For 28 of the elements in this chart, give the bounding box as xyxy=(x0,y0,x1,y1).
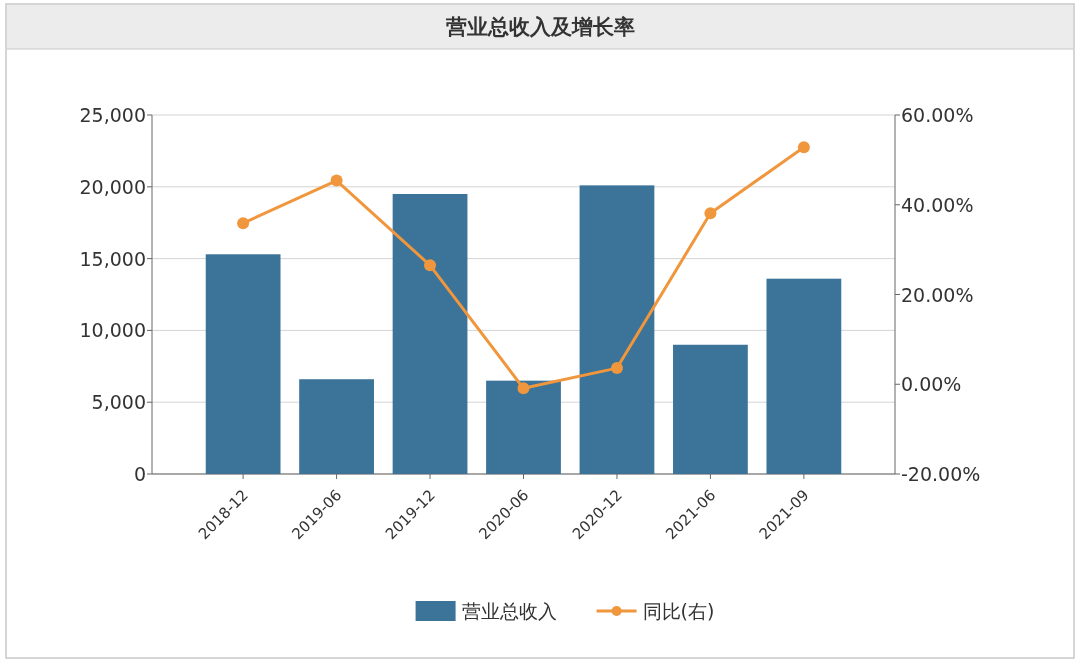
y2-tick-label: 60.00% xyxy=(901,104,974,126)
bar xyxy=(205,254,281,474)
y-tick-label: 0 xyxy=(133,463,146,485)
y2-tick-label: 0.00% xyxy=(901,373,962,396)
point xyxy=(330,174,343,187)
bar xyxy=(392,193,468,474)
y-tick-label: 15,000 xyxy=(79,247,146,270)
y2-tick-label: 20.00% xyxy=(901,283,974,306)
y2-tick-label: -20.00% xyxy=(901,463,981,485)
y-tick-label: 20,000 xyxy=(79,175,146,198)
y-tick-label: 10,000 xyxy=(79,319,146,342)
point xyxy=(610,362,623,375)
bar xyxy=(766,278,842,474)
point xyxy=(517,382,530,395)
y2-tick-label: 40.00% xyxy=(901,193,974,216)
legend-label: 同比(右) xyxy=(642,600,715,622)
point xyxy=(424,259,437,272)
chart-title: 营业总收入及增长率 xyxy=(444,15,635,39)
y-tick-label: 25,000 xyxy=(79,104,146,126)
point xyxy=(704,207,717,220)
point xyxy=(797,141,810,154)
bar xyxy=(299,379,374,474)
legend-label: 营业总收入 xyxy=(461,600,557,622)
y-tick-label: 5,000 xyxy=(91,391,146,414)
bar xyxy=(486,380,561,474)
bar xyxy=(673,344,748,474)
point xyxy=(237,217,250,230)
bar xyxy=(579,185,655,474)
